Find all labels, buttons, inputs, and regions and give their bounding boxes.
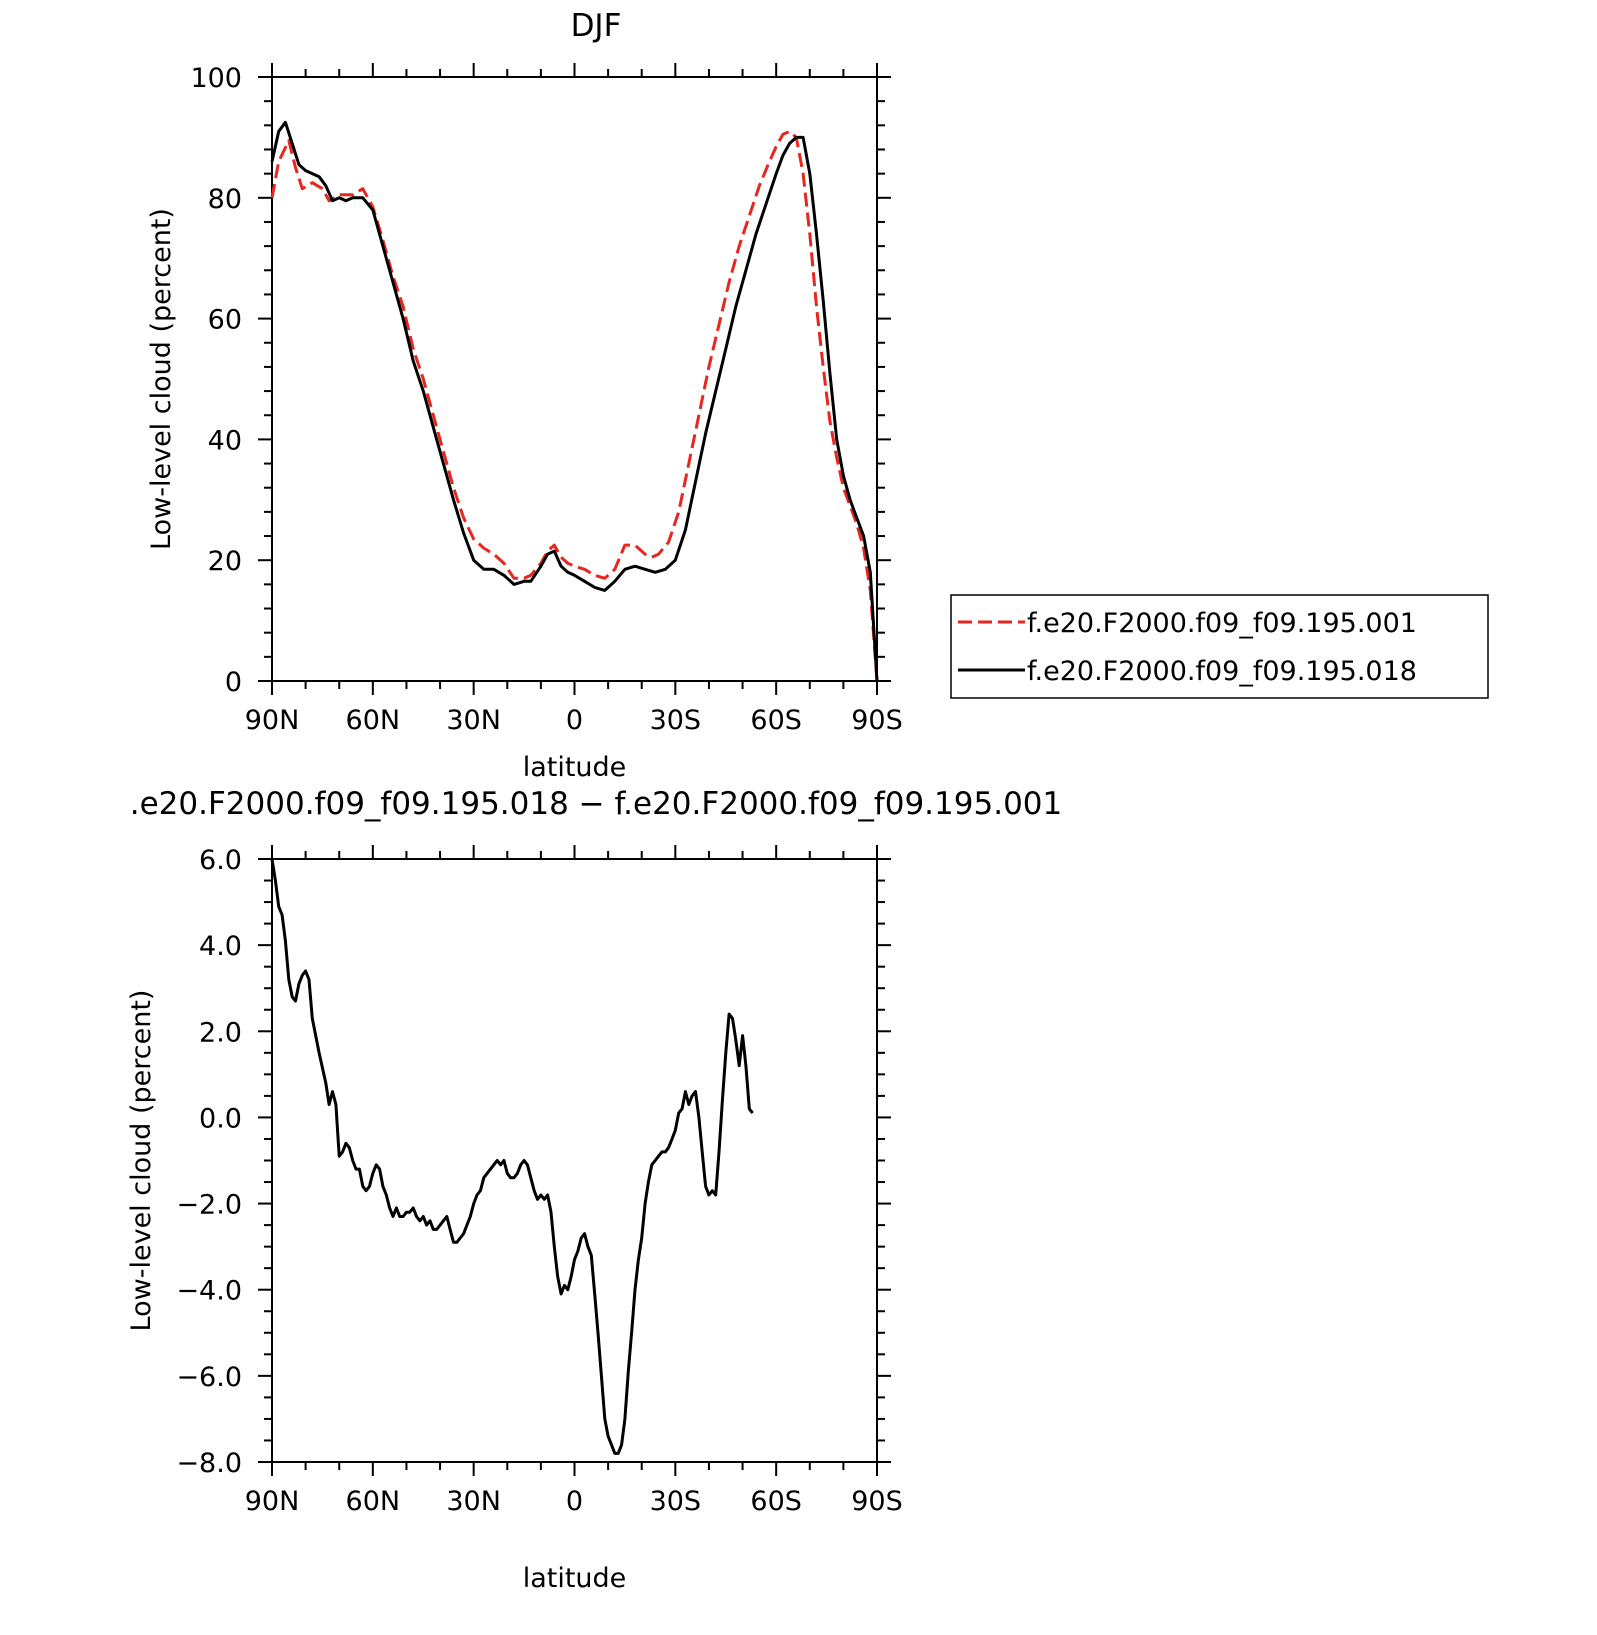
legend-label-1: f.e20.F2000.f09_f09.195.001	[1027, 608, 1417, 639]
y-tick-label: −6.0	[176, 1362, 242, 1393]
legend: f.e20.F2000.f09_f09.195.001 f.e20.F2000.f…	[950, 594, 1489, 699]
y-tick-label: 4.0	[199, 931, 242, 962]
y-tick-label: 20	[208, 546, 242, 577]
y-tick-label: −4.0	[176, 1276, 242, 1307]
y-tick-label: 2.0	[199, 1017, 242, 1048]
x-tick-label: 90S	[851, 705, 903, 736]
y-tick-label: 0	[225, 667, 242, 698]
chart-title: DJF	[571, 8, 622, 44]
chart-difference: 90N 60N 30N 0 30S 60S 90S −8.0 −6.0 −4.0 −2.0 0.0 2.…	[126, 786, 1062, 1594]
y-tick-label: −2.0	[176, 1190, 242, 1221]
x-tick-label: 60N	[346, 1486, 401, 1517]
y-axis-title: Low-level cloud (percent)	[126, 990, 157, 1332]
y-tick-label: 100	[190, 63, 242, 94]
series-line-1	[270, 858, 754, 1455]
x-tick-label: 90S	[851, 1486, 903, 1517]
y-tick-label: −8.0	[176, 1448, 242, 1479]
x-tick-label: 60N	[346, 705, 401, 736]
y-axis-title: Low-level cloud (percent)	[146, 208, 177, 550]
x-tick-label: 90N	[245, 705, 300, 736]
x-tick-label: 30S	[650, 1486, 702, 1517]
y-tick-label: 40	[208, 425, 242, 456]
x-tick-label: 60S	[750, 1486, 802, 1517]
y-tick-label: 0.0	[199, 1103, 242, 1134]
y-tick-label: 6.0	[199, 845, 242, 876]
y-tick-label: 80	[208, 184, 242, 215]
x-axis-title: latitude	[523, 752, 627, 783]
x-tick-label: 90N	[245, 1486, 300, 1517]
x-tick-label: 0	[566, 705, 583, 736]
x-tick-label: 30N	[446, 705, 501, 736]
y-tick-label: 60	[208, 305, 242, 336]
x-axis-title: latitude	[523, 1563, 627, 1594]
x-tick-label: 30N	[446, 1486, 501, 1517]
series-line-2	[270, 120, 879, 682]
legend-label-2: f.e20.F2000.f09_f09.195.018	[1027, 656, 1417, 687]
chart-djf: 90N 60N 30N 0 30S 60S 90S 0 20 40 60 80 100 DJF latitu…	[146, 8, 1489, 783]
x-tick-label: 60S	[750, 705, 802, 736]
chart-title: .e20.F2000.f09_f09.195.018 − f.e20.F2000…	[130, 786, 1062, 822]
legend-box	[950, 594, 1489, 699]
x-tick-label: 30S	[650, 705, 702, 736]
x-tick-label: 0	[566, 1486, 583, 1517]
